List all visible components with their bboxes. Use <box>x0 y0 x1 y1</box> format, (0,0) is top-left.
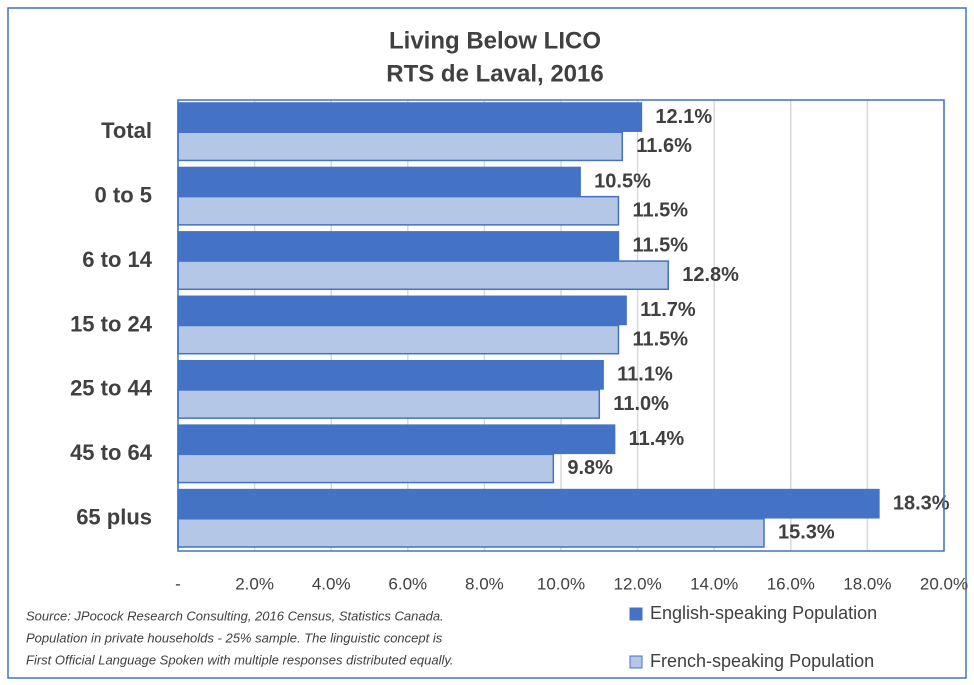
source-note: Population in private households - 25% s… <box>26 630 443 645</box>
data-label: 11.4% <box>629 428 685 450</box>
data-label: 18.3% <box>893 492 950 514</box>
y-tick-label: 45 to 64 <box>70 440 153 465</box>
y-tick-label: 25 to 44 <box>70 376 153 401</box>
data-label: 12.1% <box>655 106 712 128</box>
x-tick-label: 10.0% <box>537 574 585 593</box>
bar <box>177 260 669 291</box>
chart-title: Living Below LICO <box>389 27 601 54</box>
y-tick-label: 0 to 5 <box>95 182 152 207</box>
legend-swatch <box>629 655 643 669</box>
x-tick-label: 6.0% <box>388 574 427 593</box>
data-label: 11.5% <box>632 328 688 350</box>
x-tick-label: 16.0% <box>767 574 815 593</box>
bar <box>177 453 555 484</box>
data-label: 11.7% <box>640 299 696 321</box>
bar <box>177 102 643 132</box>
legend-label: French-speaking Population <box>650 651 874 671</box>
plot-border <box>177 99 945 552</box>
data-label: 12.8% <box>682 264 739 286</box>
bar <box>177 488 880 519</box>
bar <box>177 195 620 226</box>
data-label: 11.5% <box>632 200 688 222</box>
source-note: Source: JPocock Research Consulting, 201… <box>26 608 444 623</box>
x-tick-label: 14.0% <box>690 574 738 593</box>
data-label: 15.3% <box>778 522 835 544</box>
bar <box>177 424 616 455</box>
y-tick-label: Total <box>101 118 152 143</box>
chart-subtitle: RTS de Laval, 2016 <box>386 60 603 87</box>
bar <box>177 231 620 261</box>
data-label: 11.1% <box>617 364 673 386</box>
y-tick-label: 6 to 14 <box>82 247 152 272</box>
data-label: 10.5% <box>594 170 651 192</box>
x-tick-label: 4.0% <box>312 574 351 593</box>
bar <box>177 518 765 548</box>
bar <box>177 324 620 355</box>
bar <box>177 295 627 326</box>
bar <box>177 389 601 419</box>
y-tick-label: 65 plus <box>76 505 152 530</box>
bar <box>177 166 581 197</box>
bar <box>177 359 604 390</box>
x-tick-label: 12.0% <box>613 574 661 593</box>
x-tick-label: - <box>175 574 181 593</box>
data-label: 11.6% <box>636 135 692 157</box>
legend-swatch <box>629 607 643 621</box>
bar <box>177 131 624 162</box>
x-tick-label: 2.0% <box>235 574 274 593</box>
x-tick-label: 8.0% <box>465 574 504 593</box>
data-label: 9.8% <box>567 457 613 479</box>
x-tick-label: 18.0% <box>843 574 891 593</box>
legend-label: English-speaking Population <box>650 603 877 623</box>
data-label: 11.5% <box>632 235 688 257</box>
data-label: 11.0% <box>613 393 669 415</box>
y-tick-label: 15 to 24 <box>70 311 153 336</box>
x-tick-label: 20.0% <box>920 574 968 593</box>
source-note: First Official Language Spoken with mult… <box>26 652 454 667</box>
